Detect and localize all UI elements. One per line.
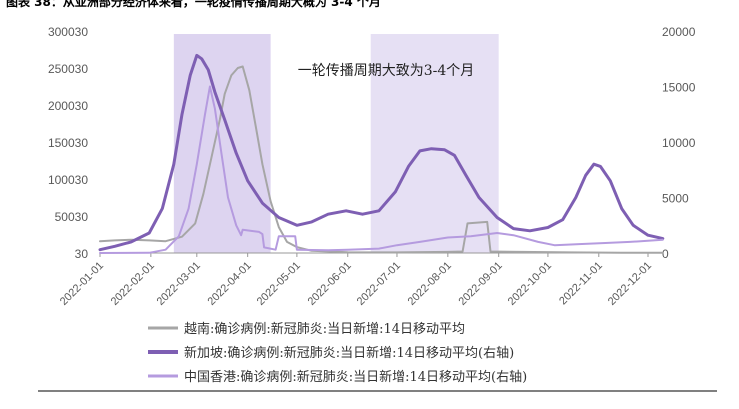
left-axis-tick: 200030: [48, 99, 88, 113]
x-axis-tick-label: 2022-10-01: [506, 260, 554, 308]
left-axis-tick: 30: [75, 247, 89, 261]
right-axis-tick: 5000: [662, 192, 689, 206]
left-axis-tick: 50030: [55, 210, 89, 224]
right-axis-tick: 15000: [662, 81, 696, 95]
x-axis-tick-label: 2022-09-01: [457, 260, 505, 308]
x-axis-tick-label: 2022-07-01: [355, 260, 403, 308]
x-axis-tick-label: 2022-01-01: [58, 260, 106, 308]
right-axis-tick: 10000: [662, 136, 696, 150]
x-axis-tick-label: 2022-05-01: [255, 260, 303, 308]
series-line-3: [99, 85, 664, 254]
legend-label-1: 越南:确诊病例:新冠肺炎:当日新增:14日移动平均: [184, 321, 465, 337]
left-axis-tick: 150030: [48, 136, 88, 150]
series-lines: [98, 53, 665, 254]
legend-label-2: 新加坡:确诊病例:新冠肺炎:当日新增:14日移动平均(右轴): [184, 345, 514, 361]
chart-annotation: 一轮传播周期大致为3-4个月: [298, 63, 475, 79]
highlight-band-1: [173, 34, 271, 253]
x-axis-tick-label: 2022-02-01: [109, 260, 157, 308]
highlight-bands: [173, 34, 499, 253]
right-axis-tick: 0: [662, 247, 669, 261]
left-axis-tick: 250030: [48, 62, 88, 76]
left-axis-tick: 300030: [48, 25, 88, 39]
figure-title: 图表 38：从亚洲部分经济体来看，一轮疫情传播周期大概为 3-4 个月: [6, 0, 381, 9]
highlight-band-2: [370, 34, 499, 253]
x-axis-tick-label: 2022-06-01: [306, 260, 354, 308]
left-axis-tick: 100030: [48, 173, 88, 187]
legend: 越南:确诊病例:新冠肺炎:当日新增:14日移动平均新加坡:确诊病例:新冠肺炎:当…: [148, 321, 527, 385]
legend-label-3: 中国香港:确诊病例:新冠肺炎:当日新增:14日移动平均(右轴): [184, 369, 527, 385]
x-axis-tick-label: 2022-08-01: [406, 260, 454, 308]
right-axis-tick: 20000: [662, 25, 696, 39]
series-line-1: [99, 65, 664, 254]
x-axis-tick-label: 2022-12-01: [606, 260, 654, 308]
x-axis-tick-label: 2022-11-01: [557, 260, 605, 308]
x-axis-tick-label: 2022-04-01: [206, 260, 254, 308]
x-axis-tick-label: 2022-03-01: [155, 260, 203, 308]
series-line-2: [98, 53, 665, 252]
